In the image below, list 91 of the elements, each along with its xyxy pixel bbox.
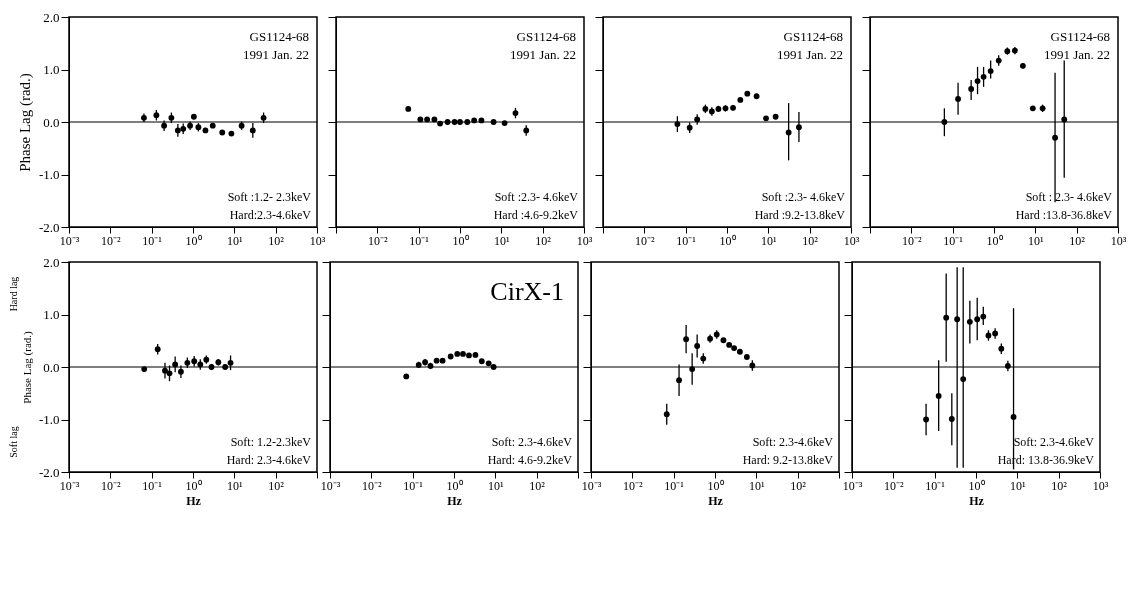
x-tick-label: 10³ (576, 233, 593, 248)
x-tick-label: 10² (1069, 233, 1086, 248)
x-tick-label: 10⁰ (452, 233, 469, 248)
annotation: Hard: 4.6-9.2keV (487, 453, 573, 467)
annotation: GS1124-68 (1050, 29, 1110, 44)
x-tick-label: 10⁻¹ (943, 233, 964, 248)
x-tick-label: 10⁰ (446, 478, 463, 493)
x-tick-label: 10² (1051, 478, 1068, 493)
x-tick-label: 10⁻¹ (409, 233, 430, 248)
x-tick-label: 10² (535, 233, 552, 248)
x-tick-label: 10³ (843, 233, 860, 248)
x-axis-title: Hz (447, 493, 463, 508)
x-tick-label: 10¹ (1028, 233, 1045, 248)
y-tick-label: 2.0 (43, 9, 60, 25)
y-tick-label: -2.0 (38, 219, 60, 235)
y-axis-title: Phase Lag (rad.) (20, 330, 34, 404)
x-tick-label: 10⁻¹ (664, 478, 685, 493)
x-tick-label: 10¹ (227, 233, 244, 248)
y-tick-label: -1.0 (38, 412, 60, 427)
x-tick-label: 10² (802, 233, 819, 248)
annotation: Soft :2.3- 4.6keV (494, 190, 579, 204)
y-axis-title: Phase Lag (rad.) (16, 73, 34, 172)
x-tick-label: 10² (268, 233, 285, 248)
x-tick-label: 10³ (1110, 233, 1127, 248)
y-tick-label: 1.0 (43, 307, 60, 322)
x-tick-label: 10⁰ (707, 478, 724, 493)
x-tick-label: 10⁻¹ (142, 478, 163, 493)
x-tick-label: 10¹ (494, 233, 511, 248)
annotation: GS1124-68 (783, 29, 843, 44)
annotation: Soft: 2.3-4.6keV (491, 435, 573, 449)
x-tick-label: 10³ (309, 233, 326, 248)
annotation: Soft: 1.2-2.3keV (230, 435, 312, 449)
annotation: 1991 Jan. 22 (242, 47, 309, 62)
x-tick-label: 10¹ (488, 478, 505, 493)
x-tick-label: 10⁻² (635, 233, 656, 248)
annotation: Soft: 2.3-4.6keV (1013, 435, 1095, 449)
x-tick-label: 10⁻² (623, 478, 644, 493)
x-tick-label: 10⁻¹ (925, 478, 946, 493)
y-tick-label: 1.0 (43, 62, 60, 77)
x-tick-label: 10³ (1092, 478, 1109, 493)
x-tick-label: 10⁰ (719, 233, 736, 248)
x-tick-label: 10⁰ (986, 233, 1003, 248)
x-tick-label: 10² (529, 478, 546, 493)
x-tick-label: 10¹ (227, 478, 244, 493)
x-tick-label: 10⁻² (362, 478, 383, 493)
x-axis-title: Hz (708, 493, 724, 508)
x-tick-label: 10⁻¹ (403, 478, 424, 493)
annotation: Soft: 2.3-4.6keV (752, 435, 834, 449)
annotation: Soft :1.2- 2.3keV (227, 190, 312, 204)
x-tick-label: 10⁻³ (59, 478, 80, 493)
x-tick-label: 10⁻² (101, 233, 122, 248)
x-tick-label: 10¹ (1010, 478, 1027, 493)
x-tick-label: 10⁻² (902, 233, 923, 248)
x-tick-label: 10² (790, 478, 807, 493)
annotation: Hard :13.8-36.8keV (1015, 208, 1113, 222)
annotation: Hard :9.2-13.8keV (754, 208, 846, 222)
text: Hard lag (8, 276, 19, 312)
annotation: 1991 Jan. 22 (776, 47, 843, 62)
annotation: Hard: 2.3-4.6keV (226, 453, 312, 467)
y-tick-label: 2.0 (43, 254, 60, 270)
text: Soft lag (8, 426, 19, 458)
x-axis-title: Hz (186, 493, 202, 508)
x-tick-label: 10⁰ (968, 478, 985, 493)
x-tick-label: 10⁻³ (59, 233, 80, 248)
y-tick-label: 0.0 (43, 114, 60, 130)
x-tick-label: 10⁻² (884, 478, 905, 493)
y-tick-label: -1.0 (38, 167, 60, 182)
x-tick-label: 10² (268, 478, 285, 493)
annotation: 1991 Jan. 22 (1043, 47, 1110, 62)
annotation: GS1124-68 (249, 29, 309, 44)
x-tick-label: 10⁰ (185, 233, 202, 248)
x-tick-label: 10⁻¹ (676, 233, 697, 248)
x-tick-label: 10⁰ (185, 478, 202, 493)
annotation: GS1124-68 (516, 29, 576, 44)
y-tick-label: 0.0 (43, 359, 60, 375)
annotation: CirX-1 (490, 277, 564, 306)
x-tick-label: 10¹ (761, 233, 778, 248)
annotation: Hard :4.6-9.2keV (493, 208, 579, 222)
x-tick-label: 10¹ (749, 478, 766, 493)
x-tick-label: 10⁻² (101, 478, 122, 493)
y-tick-label: -2.0 (38, 464, 60, 480)
x-tick-label: 10⁻¹ (142, 233, 163, 248)
annotation: Soft :2.3- 4.6keV (761, 190, 846, 204)
annotation: 1991 Jan. 22 (509, 47, 576, 62)
x-tick-label: 10⁻³ (320, 478, 341, 493)
x-tick-label: 10⁻³ (842, 478, 863, 493)
annotation: Hard: 9.2-13.8keV (742, 453, 834, 467)
x-tick-label: 10⁻² (368, 233, 389, 248)
x-tick-label: 10⁻³ (581, 478, 602, 493)
x-axis-title: Hz (969, 493, 985, 508)
annotation: Hard:2.3-4.6keV (229, 208, 312, 222)
